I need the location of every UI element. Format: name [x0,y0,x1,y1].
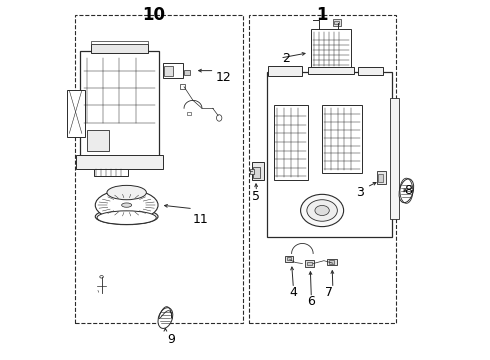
Bar [377,171,386,184]
Bar [329,260,334,264]
Bar [390,98,399,220]
Bar [250,169,254,174]
Ellipse shape [300,194,343,226]
Bar [311,30,351,69]
Ellipse shape [100,275,103,278]
Bar [91,41,148,44]
Bar [74,15,243,323]
Bar [333,19,341,26]
Bar [378,174,383,182]
Bar [248,15,395,323]
Bar [308,67,354,74]
Bar [274,105,308,180]
Bar [358,67,383,75]
Text: 10: 10 [142,6,165,24]
Ellipse shape [107,185,147,200]
Bar [287,257,291,260]
Bar [187,112,191,116]
Ellipse shape [95,190,158,220]
Bar [327,259,337,265]
Text: 7: 7 [325,287,333,300]
Ellipse shape [95,208,158,225]
Ellipse shape [122,203,132,207]
Bar [91,44,148,53]
Ellipse shape [307,200,337,221]
Text: 12: 12 [216,71,231,84]
Bar [95,168,128,176]
Bar [76,155,163,169]
Bar [267,72,392,237]
Bar [322,105,362,173]
Bar [269,66,302,76]
Text: 5: 5 [252,190,261,203]
Text: 6: 6 [307,296,315,309]
Bar [307,262,312,265]
Ellipse shape [217,115,222,121]
Bar [87,130,109,151]
Text: 3: 3 [356,186,364,199]
Bar [305,260,314,267]
Bar [180,84,186,89]
Ellipse shape [399,179,414,203]
Ellipse shape [158,308,173,328]
Bar [68,90,85,137]
Text: 4: 4 [290,287,297,300]
Bar [184,70,191,75]
Bar [80,51,159,158]
Ellipse shape [97,211,156,225]
Bar [285,256,293,262]
Bar [252,162,264,180]
Bar [164,66,173,76]
Ellipse shape [315,206,329,216]
Text: 8: 8 [404,184,412,197]
Bar [163,63,183,78]
Text: 2: 2 [282,51,290,64]
Bar [334,21,339,24]
Text: 1: 1 [317,6,328,24]
Text: 11: 11 [192,213,208,226]
Text: 9: 9 [168,333,175,346]
Bar [253,167,260,178]
